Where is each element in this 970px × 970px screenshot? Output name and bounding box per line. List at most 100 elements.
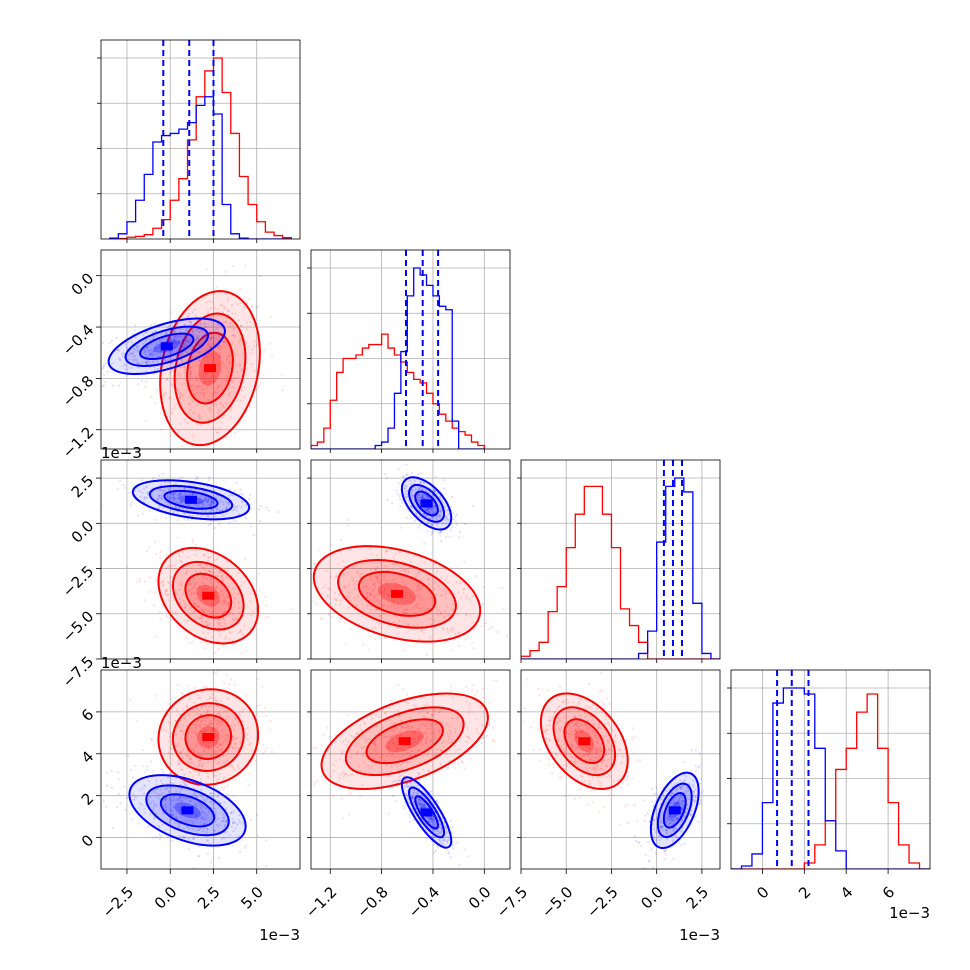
scatter-point [194, 829, 197, 832]
scatter-point [488, 724, 491, 727]
scatter-point [176, 592, 179, 596]
scatter-point [416, 742, 419, 745]
scatter-point [210, 578, 213, 581]
scatter-point [214, 786, 217, 789]
scatter-point [211, 501, 215, 505]
scatter-point [201, 335, 204, 338]
scatter-point [216, 308, 220, 311]
scatter-point [437, 585, 440, 588]
scatter-point [383, 592, 386, 595]
scatter-point [180, 344, 183, 348]
scatter-point [416, 497, 419, 500]
scatter-point [294, 764, 296, 766]
scatter-point [255, 704, 258, 708]
scatter-point [153, 791, 156, 794]
scatter-point [144, 485, 147, 488]
scatter-point [202, 372, 205, 375]
scatter-point [243, 516, 247, 519]
scatter-point [186, 819, 189, 822]
scatter-point [227, 503, 230, 506]
scatter-point [222, 340, 225, 343]
scatter-point [173, 496, 176, 499]
scatter-point [179, 808, 182, 811]
scatter-point [205, 831, 208, 834]
scatter-point [444, 579, 447, 582]
scatter-point [232, 334, 235, 337]
scatter-point [402, 475, 405, 478]
scatter-point [166, 359, 170, 362]
scatter-point [195, 592, 198, 595]
scatter-point [118, 778, 121, 781]
scatter-point [196, 423, 199, 426]
scatter-point [117, 357, 121, 360]
scatter-point [250, 508, 253, 511]
scatter-point [415, 589, 418, 592]
scatter-point [482, 737, 485, 740]
scatter-point [200, 816, 204, 819]
scatter-point [360, 747, 364, 750]
scatter-point [409, 561, 412, 564]
scatter-point [197, 502, 201, 505]
scatter-point [183, 342, 186, 345]
scatter-point [210, 508, 213, 511]
scatter-point [165, 331, 168, 335]
scatter-point [223, 825, 227, 828]
scatter-point [217, 712, 221, 715]
scatter-point [177, 430, 180, 434]
scatter-point [422, 495, 425, 498]
scatter-point [417, 472, 420, 476]
scatter-point [700, 777, 703, 780]
scatter-point [214, 812, 217, 816]
scatter-point [199, 802, 202, 805]
scatter-point [431, 713, 435, 717]
scatter-point [396, 583, 399, 586]
scatter-point [187, 755, 190, 758]
scatter-point [433, 508, 436, 511]
scatter-point [236, 353, 239, 356]
scatter-point [180, 560, 183, 563]
scatter-point [221, 820, 224, 823]
scatter-point [668, 775, 671, 778]
scatter-point [200, 503, 204, 506]
scatter-point [150, 352, 154, 355]
scatter-point [210, 500, 214, 503]
scatter-point [143, 385, 146, 388]
scatter-point [440, 510, 443, 513]
scatter-point [209, 792, 212, 795]
scatter-point [427, 507, 430, 511]
scatter-point [431, 512, 434, 515]
scatter-point [199, 730, 202, 733]
scatter-point [97, 368, 99, 370]
scatter-point [467, 735, 470, 738]
scatter-point [343, 750, 346, 753]
scatter-point [169, 310, 173, 314]
scatter-point [603, 805, 606, 809]
scatter-point [441, 722, 444, 725]
scatter-point [231, 664, 233, 666]
scatter-point [423, 561, 426, 564]
scatter-point [374, 569, 377, 572]
scatter-point [698, 782, 701, 785]
scatter-point [433, 490, 436, 493]
scatter-point [143, 580, 147, 583]
scatter-point [215, 740, 218, 744]
scatter-point [163, 392, 167, 395]
scatter-point [389, 719, 392, 722]
scatter-point [421, 494, 424, 498]
scatter-point [638, 759, 642, 762]
scatter-point [210, 352, 214, 355]
scatter-point [441, 522, 444, 525]
scatter-point [179, 791, 182, 794]
scatter-point [356, 571, 359, 574]
blue-histogram-step [109, 96, 292, 239]
scatter-point [216, 817, 220, 820]
scatter-point [163, 788, 167, 791]
scatter-point [201, 609, 204, 612]
scatter-point [429, 596, 432, 599]
scatter-point [199, 385, 202, 388]
scatter-point [201, 374, 205, 377]
scatter-point [167, 702, 170, 705]
scatter-point [415, 574, 418, 577]
scatter-point [150, 324, 153, 327]
scatter-point [170, 799, 173, 802]
